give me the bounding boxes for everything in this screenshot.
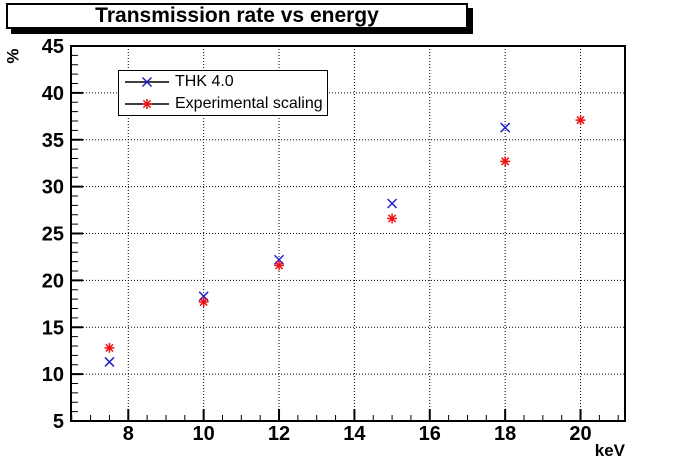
- data-point-marker-icon: [387, 213, 398, 224]
- plot-title: Transmission rate vs energy: [95, 4, 379, 27]
- experimental-series-marker-icon: [125, 99, 169, 109]
- x-axis-tick-label: 10: [193, 423, 215, 445]
- x-axis-tick-label: 12: [268, 423, 290, 445]
- data-point-marker-icon: [500, 156, 511, 167]
- x-axis-label: keV: [594, 441, 625, 460]
- y-axis-tick-label: 15: [42, 317, 64, 339]
- y-axis-tick-label: 10: [42, 364, 64, 386]
- data-point-marker-icon: [198, 296, 209, 307]
- y-axis-tick-label: 35: [42, 130, 64, 152]
- data-point-marker-icon: [104, 342, 115, 353]
- x-axis-tick-label: 14: [343, 423, 366, 445]
- y-axis-tick-label: 25: [42, 224, 64, 246]
- legend-marker-glyph-icon: [142, 99, 152, 109]
- legend-label: THK 4.0: [175, 73, 234, 90]
- y-axis-tick-label: 20: [42, 270, 64, 292]
- legend-marker-glyph-icon: [141, 76, 153, 88]
- x-axis-tick-label: 20: [569, 423, 591, 445]
- x-axis-tick-label: 16: [419, 423, 441, 445]
- data-point-marker-icon: [104, 356, 115, 367]
- data-point-marker-icon: [575, 115, 586, 126]
- y-axis-tick-label: 5: [53, 411, 64, 433]
- thk-series-marker-icon: [125, 76, 169, 88]
- legend-row: Experimental scaling: [119, 93, 327, 115]
- x-axis-tick-label: 8: [123, 423, 134, 445]
- x-axis-tick-label: 18: [494, 423, 516, 445]
- data-point-marker-icon: [387, 198, 398, 209]
- y-axis-tick-label: 30: [42, 177, 64, 199]
- data-point-marker-icon: [274, 260, 285, 271]
- y-axis-tick-label: 45: [42, 36, 64, 58]
- legend: THK 4.0 Experimental scaling: [118, 70, 328, 116]
- y-axis-label: %: [3, 48, 23, 64]
- y-axis-tick-label: 40: [42, 83, 64, 105]
- data-point-marker-icon: [500, 122, 511, 133]
- plot-title-box: Transmission rate vs energy: [6, 3, 468, 29]
- legend-label: Experimental scaling: [175, 95, 323, 112]
- legend-row: THK 4.0: [119, 71, 327, 93]
